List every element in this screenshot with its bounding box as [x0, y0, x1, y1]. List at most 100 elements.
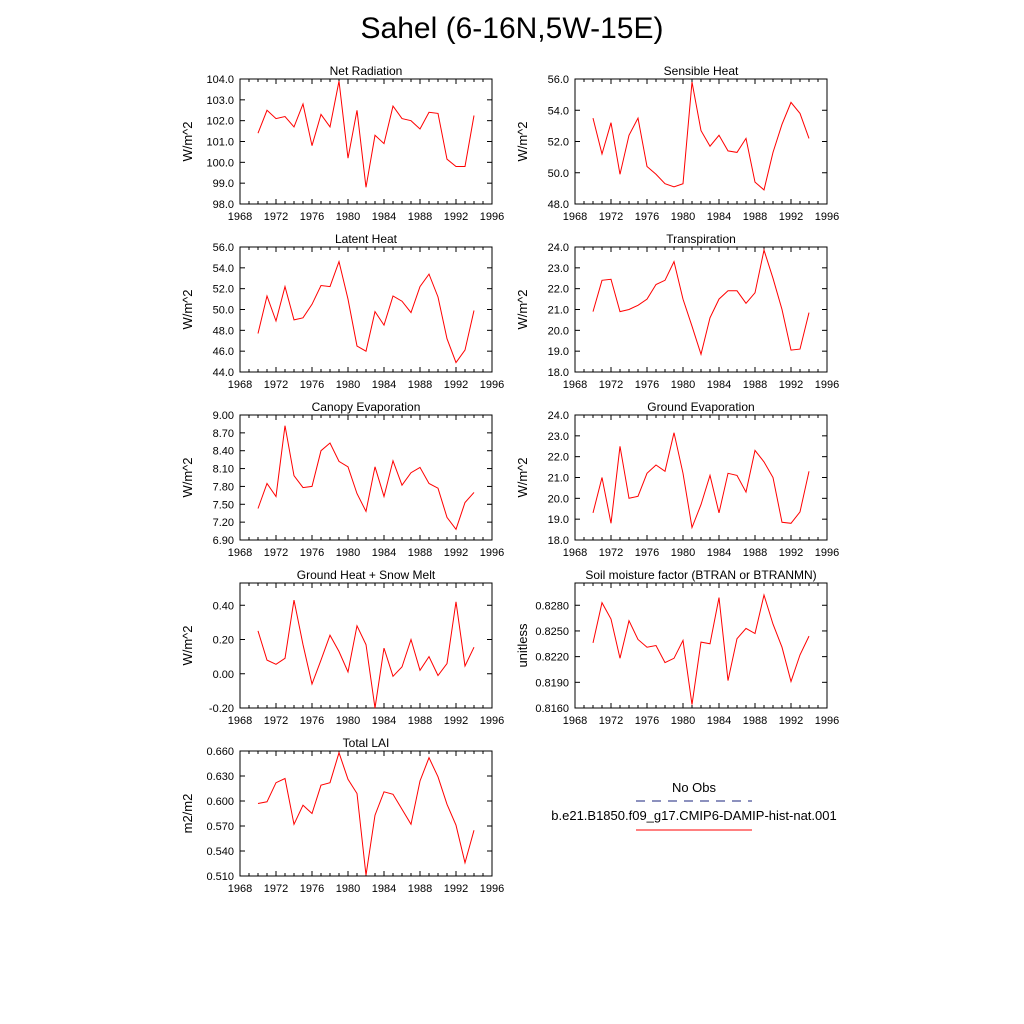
panel-4-ytick-label: 24.0: [548, 242, 569, 254]
panel-4-ytick-label: 19.0: [548, 346, 569, 358]
panel-2-frame: [574, 78, 828, 205]
panel-4-xtick-label: 1988: [743, 379, 767, 391]
panel-8-ytick-label: 0.8190: [535, 677, 569, 689]
panel-4-xtick-label: 1976: [635, 379, 659, 391]
panel-1-xtick-label: 1976: [300, 211, 324, 223]
panel-2-ytick-label: 48.0: [548, 199, 569, 211]
panel-1-xtick-label: 1972: [264, 211, 288, 223]
panel-5-xtick-label: 1988: [408, 547, 432, 559]
panel-3-ytick-label: 56.0: [213, 242, 234, 254]
panel-8-ytick-label: 0.8160: [535, 703, 569, 715]
panel-7-series-line: [257, 600, 475, 709]
panel-1-title: Net Radiation: [330, 64, 403, 78]
panel-6-xtick-label: 1976: [635, 547, 659, 559]
legend-model-label: b.e21.B1850.f09_g17.CMIP6-DAMIP-hist-nat…: [551, 808, 836, 823]
panel-2-title: Sensible Heat: [664, 64, 739, 78]
panel-9-xtick-label: 1972: [264, 883, 288, 895]
panel-5-xtick-label: 1996: [480, 547, 504, 559]
panel-4-xtick-label: 1984: [707, 379, 731, 391]
panel-5-xtick-label: 1972: [264, 547, 288, 559]
panel-2-xtick-label: 1972: [599, 211, 623, 223]
panel-6-frame: [574, 414, 828, 541]
panel-4-ytick-label: 23.0: [548, 263, 569, 275]
panel-5-title: Canopy Evaporation: [312, 400, 421, 414]
panel-1-ytick-label: 103.0: [206, 95, 234, 107]
panel-3-series-line: [257, 259, 475, 364]
panel-6-title: Ground Evaporation: [647, 400, 754, 414]
panel-4-xtick-label: 1996: [815, 379, 839, 391]
panel-2-xtick-label: 1980: [671, 211, 695, 223]
panel-4-xtick-label: 1992: [779, 379, 803, 391]
panel-5-series-line: [257, 425, 475, 531]
panel-5-xtick-label: 1980: [336, 547, 360, 559]
panel-8-xtick-label: 1996: [815, 715, 839, 727]
panel-9-title: Total LAI: [343, 736, 390, 750]
page-title: Sahel (6-16N,5W-15E): [360, 12, 664, 45]
panel-7-xtick-label: 1972: [264, 715, 288, 727]
panel-5-ytick-label: 7.20: [213, 517, 234, 529]
panel-6-ytick-label: 21.0: [548, 473, 569, 485]
panel-3-ytick-label: 48.0: [213, 325, 234, 337]
panel-3-xtick-label: 1968: [228, 379, 252, 391]
panel-5-ytick-label: 9.00: [213, 410, 234, 422]
panel-7-xtick-label: 1968: [228, 715, 252, 727]
panel-5-frame: [239, 414, 493, 541]
panel-3-ytick-label: 44.0: [213, 367, 234, 379]
panel-4-series-line: [592, 248, 810, 357]
panel-3-ytick-label: 46.0: [213, 346, 234, 358]
panel-7-xtick-label: 1984: [372, 715, 396, 727]
panel-9-series-line: [257, 751, 475, 876]
panel-4-ylabel: W/m^2: [515, 289, 530, 329]
panel-9-frame: [239, 750, 493, 877]
panel-6-series-line: [592, 432, 810, 530]
panel-7-ytick-label: 0.20: [213, 635, 234, 647]
panel-2-xtick-label: 1992: [779, 211, 803, 223]
panel-5-ytick-label: 8.70: [213, 428, 234, 440]
panel-8-ytick-label: 0.8280: [535, 600, 569, 612]
panel-1-ylabel: W/m^2: [180, 121, 195, 161]
panel-3-ytick-label: 54.0: [213, 263, 234, 275]
panel-4-ytick-label: 22.0: [548, 284, 569, 296]
panel-5-xtick-label: 1968: [228, 547, 252, 559]
panel-7-title: Ground Heat + Snow Melt: [297, 568, 436, 582]
panel-5-ylabel: W/m^2: [180, 457, 195, 497]
panel-1-ytick-label: 99.0: [213, 178, 234, 190]
panel-6-ytick-label: 18.0: [548, 535, 569, 547]
panel-2-xtick-label: 1988: [743, 211, 767, 223]
panel-5-xtick-label: 1976: [300, 547, 324, 559]
panel-3-xtick-label: 1992: [444, 379, 468, 391]
panel-7-ytick-label: 0.00: [213, 669, 234, 681]
panel-3-xtick-label: 1984: [372, 379, 396, 391]
panel-1-ytick-label: 100.0: [206, 157, 234, 169]
panel-1-ytick-label: 104.0: [206, 74, 234, 86]
panel-7-ytick-label: 0.40: [213, 600, 234, 612]
panel-1-xtick-label: 1980: [336, 211, 360, 223]
panel-4-title: Transpiration: [666, 232, 736, 246]
panel-2-xtick-label: 1984: [707, 211, 731, 223]
panel-5-ytick-label: 8.10: [213, 464, 234, 476]
panel-3-xtick-label: 1976: [300, 379, 324, 391]
panel-6-xtick-label: 1984: [707, 547, 731, 559]
panel-5-xtick-label: 1984: [372, 547, 396, 559]
panel-2-ytick-label: 52.0: [548, 137, 569, 149]
panel-3-ytick-label: 52.0: [213, 284, 234, 296]
panel-6-ytick-label: 20.0: [548, 493, 569, 505]
panel-9-xtick-label: 1996: [480, 883, 504, 895]
panel-4-xtick-label: 1980: [671, 379, 695, 391]
panel-1-xtick-label: 1968: [228, 211, 252, 223]
panel-7-xtick-label: 1996: [480, 715, 504, 727]
panel-3-xtick-label: 1972: [264, 379, 288, 391]
panel-4-ytick-label: 20.0: [548, 325, 569, 337]
panel-1-xtick-label: 1988: [408, 211, 432, 223]
panel-1-xtick-label: 1984: [372, 211, 396, 223]
panel-3-ytick-label: 50.0: [213, 305, 234, 317]
panel-5-ytick-label: 8.40: [213, 446, 234, 458]
panel-6-xtick-label: 1988: [743, 547, 767, 559]
panel-6-ytick-label: 19.0: [548, 514, 569, 526]
panel-1-ytick-label: 98.0: [213, 199, 234, 211]
panel-1-ytick-label: 101.0: [206, 137, 234, 149]
panel-6-ytick-label: 22.0: [548, 452, 569, 464]
panel-6-ytick-label: 24.0: [548, 410, 569, 422]
panel-8-series-line: [592, 593, 810, 705]
